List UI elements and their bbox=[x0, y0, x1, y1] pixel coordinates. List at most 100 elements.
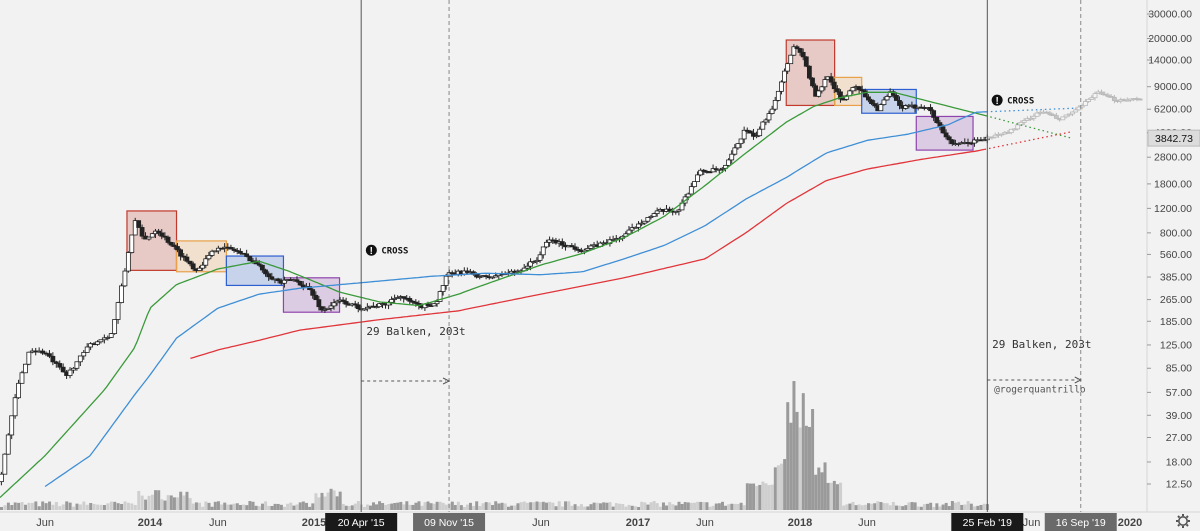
volume-bar bbox=[554, 506, 558, 510]
candle bbox=[716, 168, 722, 174]
volume-bar bbox=[973, 506, 977, 510]
candle bbox=[838, 89, 843, 103]
volume-bar bbox=[260, 503, 264, 510]
volume-bar bbox=[776, 465, 780, 510]
candle bbox=[1066, 113, 1072, 117]
volume-bar bbox=[220, 504, 224, 510]
volume-bar bbox=[61, 504, 65, 510]
x-tick-label: 2015 bbox=[302, 517, 326, 529]
volume-bar bbox=[166, 495, 170, 510]
volume-bar bbox=[292, 505, 296, 510]
price-axis-panel[interactable] bbox=[1147, 0, 1200, 531]
volume-bar bbox=[6, 502, 10, 510]
y-tick-label: 85.00 bbox=[1166, 363, 1192, 375]
candle bbox=[212, 250, 218, 253]
y-tick-label: 2800.00 bbox=[1154, 152, 1192, 164]
candle bbox=[57, 360, 63, 370]
volume-bar bbox=[140, 495, 144, 510]
volume-bar bbox=[323, 496, 327, 510]
moving-average-projection bbox=[986, 107, 1074, 113]
candle bbox=[1060, 116, 1066, 121]
volume-bar bbox=[305, 502, 309, 510]
candle bbox=[407, 296, 413, 305]
vertical-markers-layer bbox=[360, 0, 1082, 512]
volume-bar bbox=[947, 506, 951, 510]
y-tick-label: 265.00 bbox=[1160, 294, 1192, 306]
volume-bar bbox=[99, 504, 103, 510]
candle bbox=[81, 350, 87, 360]
volume-bar bbox=[194, 502, 198, 510]
volume-bar bbox=[188, 498, 192, 510]
volume-bar bbox=[216, 501, 220, 510]
candle bbox=[676, 208, 682, 216]
candle bbox=[732, 144, 738, 156]
date-marker-label: 16 Sep '19 bbox=[1056, 517, 1106, 529]
candle bbox=[688, 182, 694, 195]
volume-bar bbox=[242, 504, 246, 510]
volume-bar bbox=[301, 501, 305, 510]
y-tick-label: 18.00 bbox=[1166, 456, 1192, 468]
x-tick-label: Jun bbox=[858, 517, 876, 529]
volume-bar bbox=[459, 505, 463, 510]
volume-bar bbox=[109, 501, 113, 510]
volume-bar bbox=[317, 497, 321, 510]
candle bbox=[819, 85, 825, 94]
candle bbox=[1089, 95, 1095, 100]
volume-bar bbox=[426, 501, 430, 510]
candle bbox=[890, 89, 896, 98]
volume-bar bbox=[276, 503, 280, 510]
volume-bar bbox=[399, 501, 403, 510]
volume-bar bbox=[89, 503, 93, 510]
volume-bar bbox=[745, 483, 749, 510]
candle bbox=[648, 215, 654, 220]
date-marker-tag: 09 Nov '15 bbox=[413, 513, 486, 531]
volume-bar bbox=[548, 501, 552, 510]
candle bbox=[741, 126, 747, 144]
date-marker-label: 25 Feb '19 bbox=[963, 517, 1012, 529]
volume-bar bbox=[408, 504, 412, 510]
volume-bar bbox=[938, 506, 942, 510]
volume-bar bbox=[605, 502, 609, 510]
candle bbox=[159, 229, 165, 240]
candle bbox=[1137, 98, 1143, 101]
candle bbox=[972, 137, 977, 147]
candle bbox=[797, 47, 803, 56]
candle bbox=[401, 296, 407, 303]
x-tick-label: Jun bbox=[532, 517, 550, 529]
candle bbox=[40, 348, 45, 355]
volume-bar bbox=[198, 502, 202, 510]
candle bbox=[692, 181, 697, 188]
candle bbox=[934, 116, 940, 124]
volume-bar bbox=[932, 506, 936, 510]
candle bbox=[726, 158, 732, 167]
box-zone bbox=[915, 115, 974, 151]
cross-annotation: ! CROSS bbox=[365, 244, 408, 257]
candle bbox=[53, 360, 59, 368]
volume-bar bbox=[238, 504, 242, 510]
candle bbox=[322, 306, 328, 313]
candle bbox=[5, 433, 11, 455]
volume-bar bbox=[311, 503, 315, 510]
volume-bar bbox=[652, 501, 656, 510]
volume-bar bbox=[472, 505, 475, 510]
settings-gear-icon[interactable] bbox=[1176, 514, 1190, 528]
candle bbox=[788, 54, 794, 65]
volume-bar bbox=[176, 497, 180, 510]
volume-bar bbox=[341, 503, 345, 510]
candle bbox=[903, 104, 909, 110]
volume-bar bbox=[78, 504, 82, 510]
volume-bar bbox=[954, 502, 958, 510]
time-axis: Jun2014Jun201516Jun2017Jun2018Jun20Jun20… bbox=[36, 513, 1142, 531]
volume-bar bbox=[845, 504, 849, 510]
candle bbox=[139, 224, 145, 240]
candle bbox=[999, 133, 1005, 137]
cross-annotation: ! CROSS bbox=[991, 94, 1034, 107]
volume-bar bbox=[229, 504, 233, 510]
volume-bar bbox=[573, 504, 577, 510]
volume-bar bbox=[85, 504, 89, 510]
volume-bar bbox=[801, 393, 805, 510]
candle bbox=[626, 226, 632, 235]
alert-icon bbox=[365, 244, 377, 256]
volume-bar bbox=[169, 495, 173, 510]
